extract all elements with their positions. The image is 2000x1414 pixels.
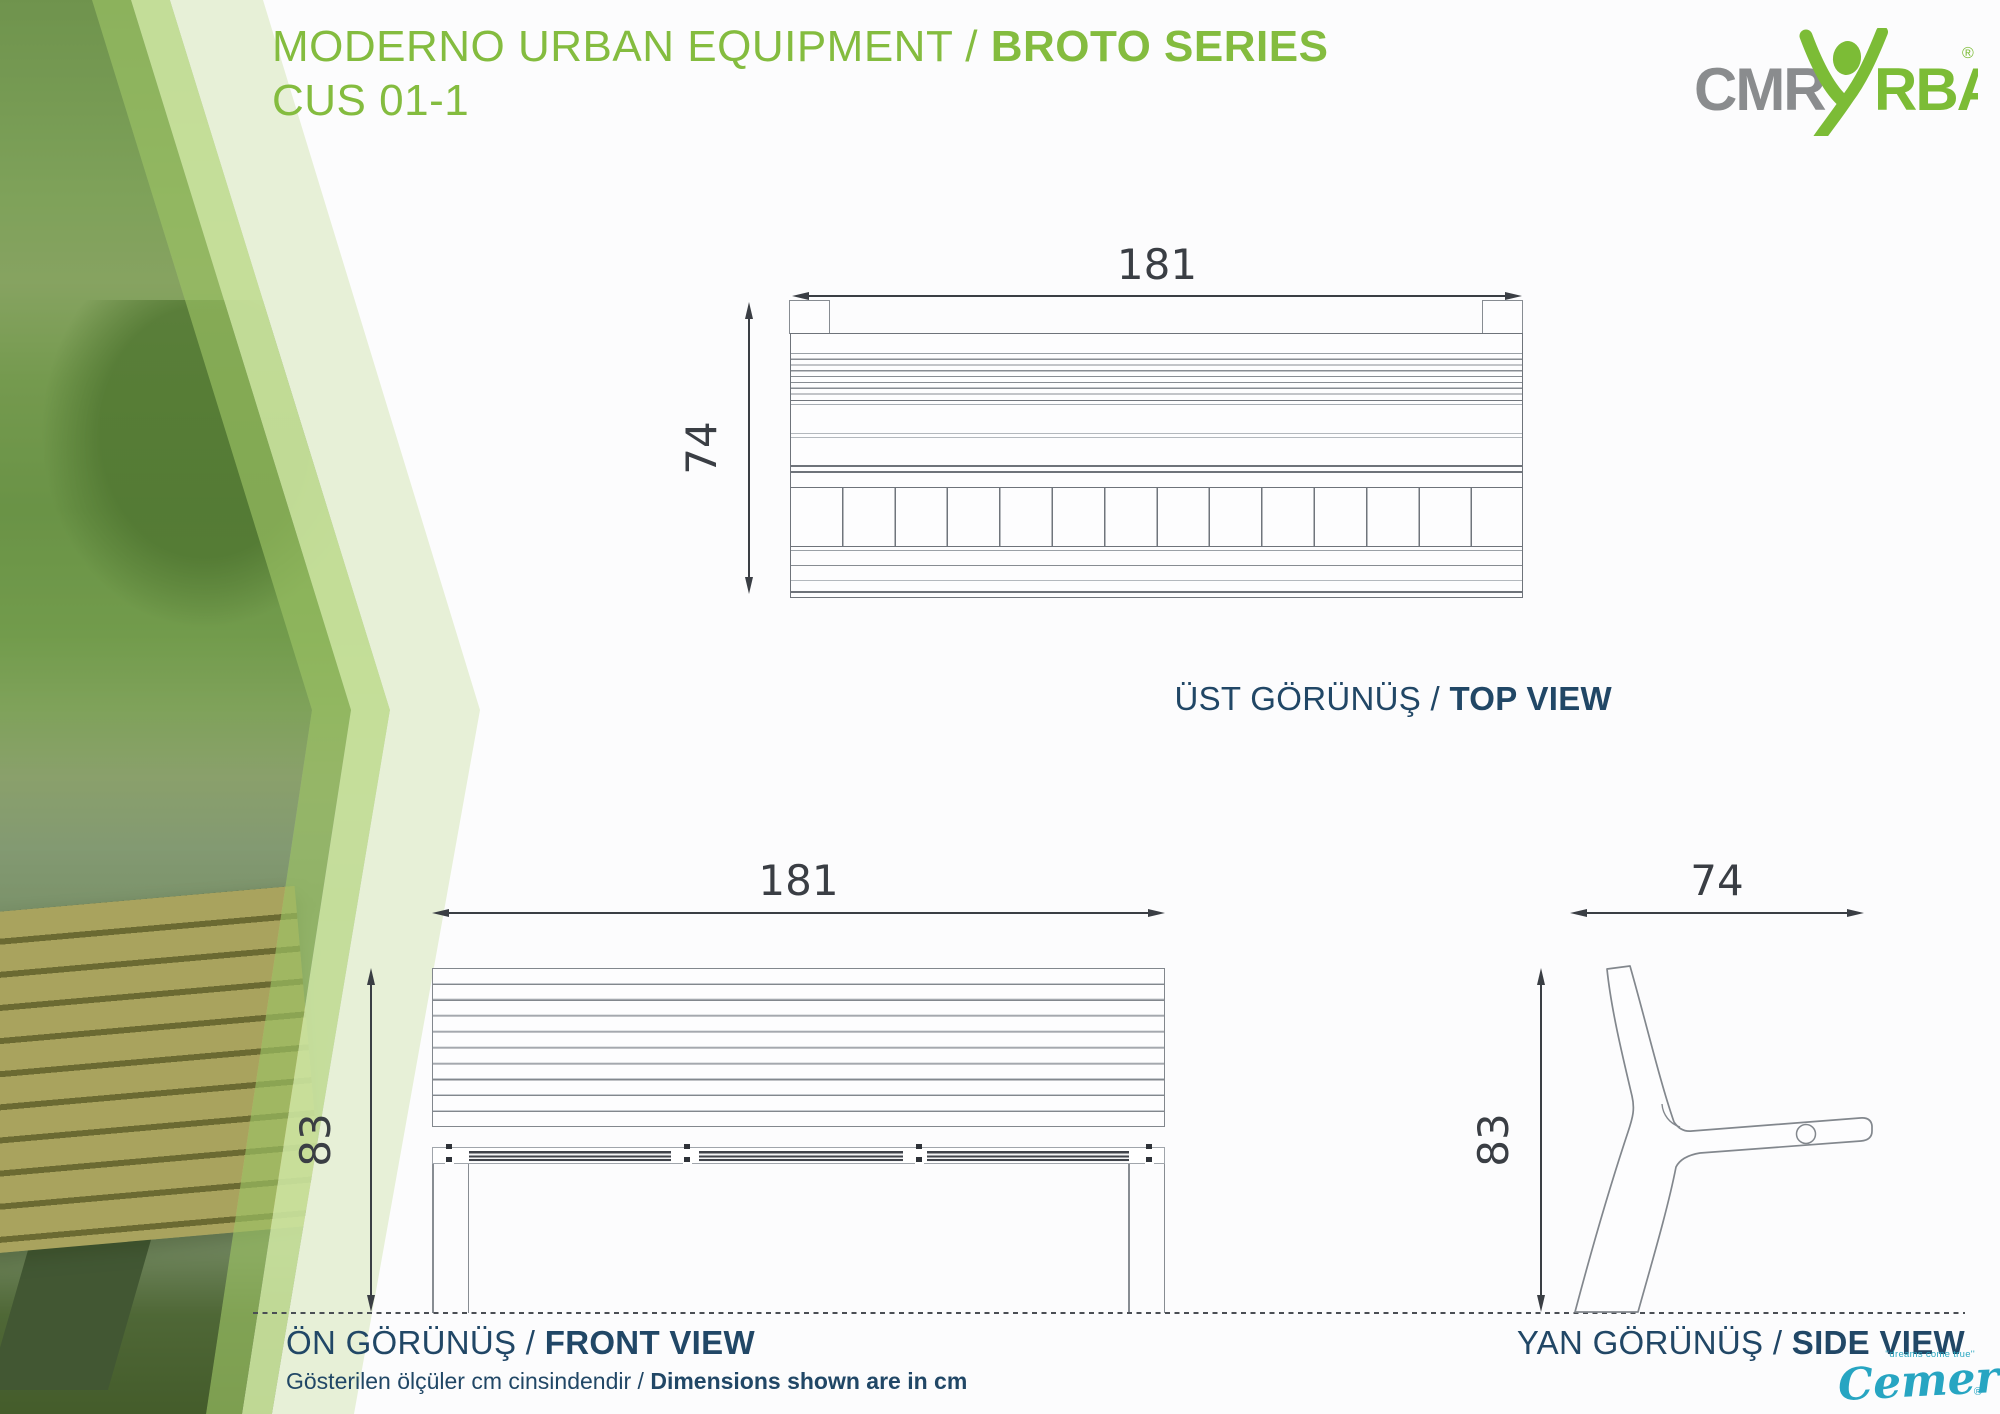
side-view-height-dimension: 83	[1469, 1113, 1518, 1167]
side-view-label-tr: YAN GÖRÜNÜŞ	[1516, 1324, 1764, 1361]
front-view-seat-edge	[432, 1144, 1165, 1164]
side-view-leg-profile	[1574, 965, 1873, 1313]
top-view-left-armrest	[789, 300, 830, 334]
arrow-right-icon	[1847, 909, 1864, 917]
cemer-tagline: ''dreams come true''	[1885, 1349, 1975, 1360]
cmr-text: CMR	[1694, 56, 1826, 123]
front-view-right-leg	[1128, 1164, 1165, 1313]
top-view-seat-slat-grid	[791, 487, 1522, 547]
front-view-label-en: FRONT VIEW	[544, 1324, 755, 1361]
arrow-left-icon	[432, 909, 449, 917]
series-title-bold: BROTO SERIES	[990, 22, 1329, 71]
dimensions-note: Gösterilen ölçüler cm cinsindendir / Dim…	[286, 1368, 968, 1394]
seat-bracket	[683, 1144, 692, 1164]
arrow-down-icon	[367, 1295, 375, 1312]
side-view-label-en: SIDE VIEW	[1791, 1324, 1965, 1361]
front-view-left-leg	[432, 1164, 469, 1313]
top-view-label-en: TOP VIEW	[1449, 680, 1612, 717]
side-view-drawing	[1550, 948, 1890, 1320]
arrow-right-icon	[1148, 909, 1165, 917]
front-view-width-dimension-line	[432, 908, 1165, 918]
cemer-wordmark: Cemer	[1836, 1351, 2000, 1412]
seat-bracket	[915, 1144, 924, 1164]
front-view-height-dimension: 83	[291, 1113, 340, 1167]
urban-figure-icon	[1799, 26, 1888, 146]
seat-slat-segment	[699, 1151, 903, 1162]
series-title-regular: MODERNO URBAN EQUIPMENT	[272, 22, 953, 71]
side-view-height-dimension-line	[1536, 968, 1546, 1312]
front-view-height-dimension-line	[366, 968, 376, 1312]
arrow-up-icon	[745, 302, 753, 319]
front-view-width-dimension: 181	[758, 856, 839, 905]
arrow-left-icon	[1570, 909, 1587, 917]
arrow-down-icon	[745, 577, 753, 594]
front-view-label-tr: ÖN GÖRÜNÜŞ	[286, 1324, 517, 1361]
note-tr: Gösterilen ölçüler cm cinsindendir	[286, 1368, 632, 1394]
title-separator: /	[952, 22, 991, 71]
seat-bracket	[445, 1144, 454, 1164]
top-view-width-dimension-line	[792, 291, 1522, 301]
page-title: MODERNO URBAN EQUIPMENT / BROTO SERIES	[272, 20, 1328, 74]
top-view-right-armrest	[1482, 300, 1523, 334]
seat-slat-segment	[927, 1151, 1129, 1162]
cmr-urban-logo: CMR RBAN ®	[1694, 26, 2000, 146]
ground-line	[253, 1312, 1965, 1314]
cmr-urban-logo-graphic: CMR RBAN ®	[1694, 26, 2000, 146]
page-header: MODERNO URBAN EQUIPMENT / BROTO SERIES C…	[272, 20, 1328, 127]
top-view-width-dimension: 181	[1116, 240, 1198, 289]
top-view-drawing	[789, 300, 1523, 598]
arrow-down-icon	[1537, 1295, 1545, 1312]
registered-mark: ®	[1962, 45, 1974, 62]
arrow-up-icon	[367, 968, 375, 985]
cemer-logo: ''dreams come true'' Cemer ®	[1837, 1346, 2000, 1412]
arrow-up-icon	[1537, 968, 1545, 985]
top-view-backrest-slats	[791, 354, 1522, 398]
top-view-label-tr: ÜST GÖRÜNÜŞ	[1174, 680, 1422, 717]
seat-bracket	[1145, 1144, 1154, 1164]
front-view-label: ÖN GÖRÜNÜŞ / FRONT VIEW	[286, 1324, 755, 1361]
top-view-depth-dimension-line	[744, 302, 754, 594]
top-view-label: ÜST GÖRÜNÜŞ / TOP VIEW	[1174, 680, 1612, 717]
arrow-right-icon	[1505, 292, 1522, 300]
arrow-left-icon	[792, 292, 809, 300]
cemer-registered-mark: ®	[1973, 1386, 1982, 1398]
side-view-depth-dimension: 74	[1690, 856, 1744, 905]
side-view-bolt-hole	[1795, 1123, 1817, 1145]
rban-text: RBAN	[1874, 56, 1978, 123]
top-view-depth-dimension: 74	[677, 421, 726, 475]
top-view-body	[790, 333, 1523, 598]
side-view-depth-dimension-line	[1570, 908, 1864, 918]
side-view-label: YAN GÖRÜNÜŞ / SIDE VIEW	[1516, 1324, 1965, 1361]
product-code: CUS 01-1	[272, 75, 470, 125]
seat-slat-segment	[469, 1151, 671, 1162]
note-en: Dimensions shown are in cm	[650, 1368, 968, 1394]
front-view-backrest	[432, 968, 1165, 1127]
